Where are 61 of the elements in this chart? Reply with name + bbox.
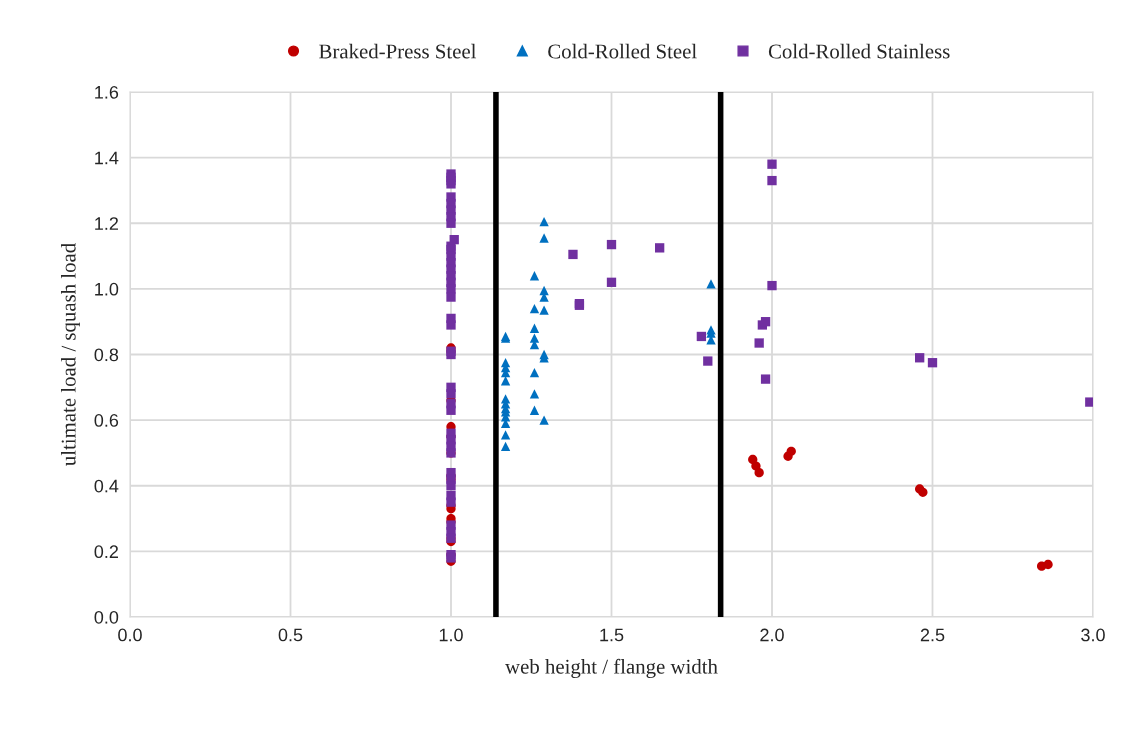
point [446,179,456,189]
point [529,389,540,399]
x-tick-label: 3.0 [1081,628,1105,642]
y-tick-label: 1.2 [95,217,118,230]
legend-label: Cold-Rolled Stainless [768,43,950,59]
point [529,405,540,415]
point [539,233,549,243]
point [703,356,713,366]
point [754,467,764,478]
point [754,338,764,348]
point [529,271,540,281]
point [446,481,456,491]
point [529,367,540,378]
x-tick-label: 2.0 [760,628,784,642]
point [1043,559,1053,570]
x-axis-title: web height / flange width [505,658,718,678]
point [446,389,456,399]
legend-label: Braked-Press Steel [319,43,477,59]
y-tick-label: 1.0 [95,282,119,296]
point [529,323,540,333]
point [927,358,938,368]
y-tick-label: 0.8 [94,348,119,362]
point [568,249,578,260]
point [606,239,617,250]
point [786,446,796,456]
y-tick-label: 1.6 [95,85,119,99]
y-tick-label: 0.6 [94,414,119,427]
y-tick-label: 1.4 [95,151,119,165]
point [446,218,456,228]
x-tick-label: 2.5 [920,628,945,642]
point [539,305,549,315]
point [696,331,707,342]
point [446,320,456,330]
point [1085,397,1093,407]
x-tick-label: 0.0 [118,628,142,642]
point [539,216,549,227]
point [500,430,511,440]
point [500,441,511,452]
y-axis-title: ultimate load / squash load [61,243,80,466]
point [706,279,716,289]
point [606,277,617,287]
point [529,303,540,314]
point [654,243,665,253]
point [446,349,456,360]
point [446,497,456,507]
point [760,374,771,384]
y-tick-label: 0.2 [94,545,118,559]
x-tick-label: 1.5 [600,628,624,642]
point [539,415,549,425]
y-tick-label: 0.4 [94,479,119,493]
point [915,353,925,363]
x-tick-label: 1.0 [439,628,463,642]
legend-label: Cold-Rolled Steel [548,43,697,59]
point [446,292,456,302]
point [767,175,777,186]
point [767,280,777,291]
x-tick-label: 0.5 [278,628,303,642]
point [446,405,456,415]
point [500,376,511,386]
point [767,159,777,169]
y-tick-label: 0.0 [94,610,119,624]
